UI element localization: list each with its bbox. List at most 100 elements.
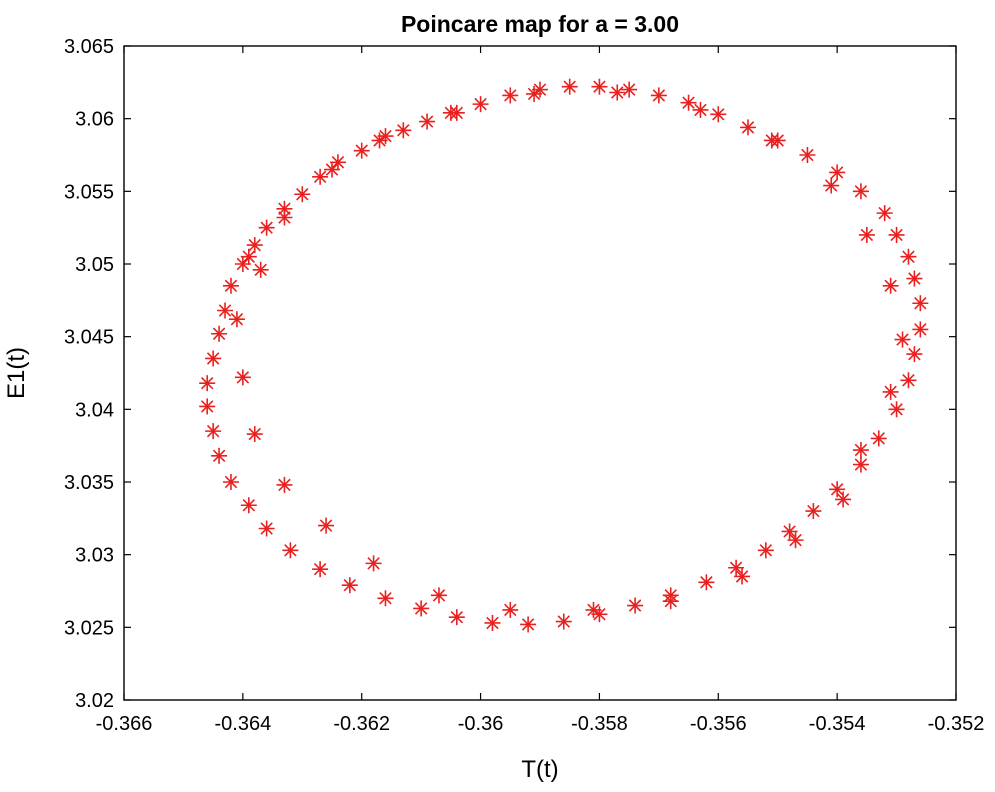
x-tick-label: -0.36 [458,713,504,735]
data-point [502,87,519,104]
data-point [294,186,311,203]
data-point [852,456,869,473]
data-point [234,369,251,386]
data-point [520,616,537,633]
y-tick-label: 3.03 [75,545,114,567]
data-point [258,520,275,537]
data-point [621,81,638,98]
data-point [228,311,245,328]
data-point [199,398,216,415]
data-point [377,128,394,145]
data-point [627,597,644,614]
data-point [858,226,875,243]
y-tick-label: 3.02 [75,690,114,712]
data-point [757,542,774,559]
data-point [276,200,293,217]
data-point [222,474,239,490]
plot-area [123,45,957,701]
data-point [852,183,869,200]
data-point [912,321,929,338]
data-point [888,226,905,243]
data-point [329,154,346,171]
x-tick-label: -0.362 [333,713,390,735]
y-axis-ticks: 3.02 3.025 3.03 3.035 3.04 3.045 3.05 3.055 3.06… [64,36,956,712]
x-tick-label: -0.358 [571,713,628,735]
data-point [276,209,293,226]
data-point [823,177,840,194]
data-point [876,205,893,222]
data-point [805,503,822,520]
y-tick-label: 3.035 [64,472,114,494]
data-point [484,614,501,631]
data-point [211,325,228,342]
data-point [734,568,751,585]
data-point [240,497,257,514]
data-point [882,277,899,294]
data-point [555,613,572,630]
y-tick-label: 3.045 [64,327,114,349]
data-point [430,587,447,604]
data-point [222,277,239,294]
data-point [763,132,780,149]
data-point [199,375,216,392]
data-point [353,142,370,159]
data-point [799,147,816,163]
data-point [395,122,412,139]
data-point [900,372,917,389]
data-point [894,331,911,348]
data-point [591,78,608,95]
data-point [341,577,358,594]
data-point [211,447,228,464]
data-point [205,350,222,367]
data-point [365,555,382,572]
x-axis-label: T(t) [521,756,558,783]
data-point [662,593,679,610]
data-point [912,295,929,312]
data-point [312,561,329,578]
x-tick-label: -0.354 [809,713,866,735]
data-point [900,248,917,265]
y-tick-label: 3.06 [75,109,114,131]
data-point [882,383,899,400]
x-axis-ticks: -0.366 -0.364 -0.362 -0.36 -0.358 -0.356 -0.35… [96,46,985,735]
data-point [419,113,436,130]
data-point [312,168,329,185]
data-point [906,346,923,363]
data-point [324,161,340,178]
data-point [258,219,275,236]
data-point [282,542,299,559]
data-point [609,84,626,101]
data-point [318,517,335,534]
data-points [199,78,929,633]
y-axis-label: E1(t) [3,347,30,399]
data-point [217,302,234,319]
data-point [561,78,578,95]
data-point [246,426,263,443]
y-tick-label: 3.065 [64,36,114,58]
data-point [781,523,798,540]
data-point [835,491,852,508]
x-tick-label: -0.356 [690,713,747,735]
data-point [740,119,756,136]
data-point [787,532,804,549]
data-point [906,270,923,287]
data-point [472,96,489,113]
data-point [240,248,257,265]
x-tick-label: -0.364 [214,713,271,735]
data-point [728,559,745,576]
data-point [502,601,519,618]
data-point [650,87,667,104]
y-tick-label: 3.025 [64,617,114,639]
data-point [377,590,394,607]
chart-title: Poincare map for a = 3.00 [401,11,679,37]
data-point [698,574,715,591]
data-point [692,101,709,118]
x-tick-label: -0.366 [96,713,153,735]
data-point [205,423,222,440]
data-point [585,601,602,618]
data-point [246,237,263,254]
data-point [888,401,905,418]
data-point [252,261,269,278]
x-tick-label: -0.352 [928,713,985,735]
